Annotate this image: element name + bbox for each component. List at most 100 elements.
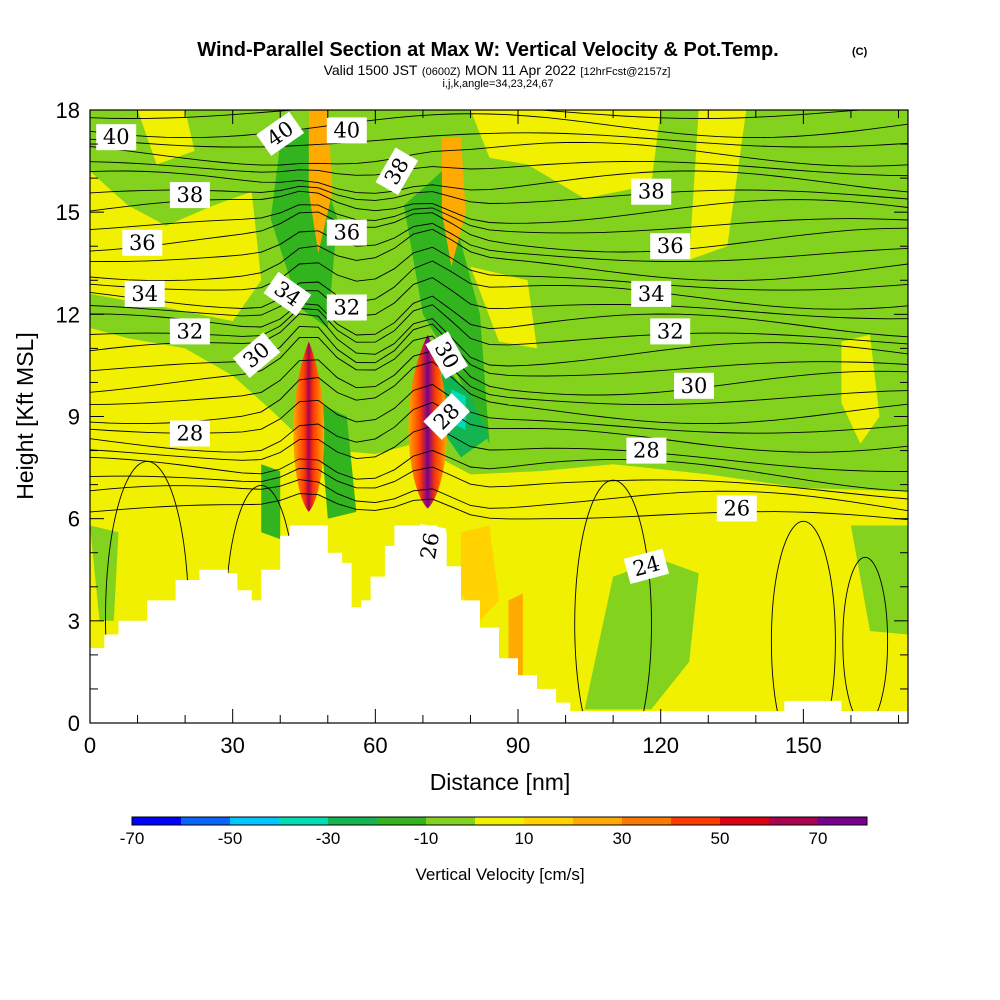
- contour-label-text: 32: [333, 296, 360, 320]
- theta-contour: [90, 228, 908, 282]
- theta-contour: [90, 383, 908, 434]
- colorbar-swatch: [573, 817, 623, 825]
- contour-label-bg: [423, 393, 471, 440]
- contour-label-bg: [326, 219, 367, 246]
- colorbar-swatch: [622, 817, 672, 825]
- y-tick-label: 18: [56, 98, 80, 123]
- x-tick-label: 0: [84, 733, 96, 758]
- x-tick-label: 120: [642, 733, 679, 758]
- contour-label: 38: [169, 182, 210, 209]
- x-axis: 0 30 60 90 120 150: [84, 110, 899, 758]
- contour-label: 34: [124, 280, 165, 307]
- theta-contour: [90, 93, 908, 109]
- colorbar-swatch: [475, 817, 525, 825]
- contour-label-bg: [326, 117, 367, 144]
- theta-contour: [90, 141, 908, 167]
- colorbar-label: Vertical Velocity [cm/s]: [415, 865, 584, 884]
- fill-region: [470, 110, 661, 199]
- colorbar-swatch: [279, 817, 329, 825]
- contour-label-text: 36: [657, 234, 684, 258]
- colorbar-tick-label: -10: [414, 829, 439, 848]
- x-tick-label: 60: [363, 733, 387, 758]
- contour-label-text: 38: [638, 180, 665, 204]
- fill-region: [441, 137, 466, 267]
- contour-label-bg: [650, 318, 691, 345]
- x-tick-label: 150: [785, 733, 822, 758]
- contour-label: 40: [326, 117, 367, 144]
- contour-label-text: 40: [333, 118, 360, 142]
- theta-contour: [90, 323, 908, 377]
- colorbar-swatch: [426, 817, 476, 825]
- contour-label: 32: [326, 294, 367, 321]
- fill-region: [850, 525, 908, 635]
- contour-label-bg: [96, 124, 137, 151]
- contour-label-bg: [623, 548, 670, 585]
- y-tick-label: 9: [68, 405, 80, 430]
- theta-contour: [90, 113, 908, 139]
- colorbar-frame: [131, 816, 868, 826]
- theta-contour: [770, 520, 836, 723]
- chart-title-mark: (C): [852, 46, 868, 58]
- theta-contour: [90, 313, 908, 367]
- contour-label: 28: [169, 420, 210, 447]
- theta-contour: [90, 132, 908, 148]
- theta-contour: [90, 190, 908, 224]
- contour-label-bg: [124, 280, 165, 307]
- y-axis-label: Height [Kft MSL]: [12, 332, 38, 499]
- contour-label-bg: [169, 318, 210, 345]
- theta-contour: [90, 425, 908, 472]
- colorbar-tick-label: 10: [515, 829, 534, 848]
- colorbar-swatch: [671, 817, 721, 825]
- contour-label: 28: [423, 393, 471, 440]
- contour-label-text: 28: [633, 439, 660, 463]
- contour-label-text: 38: [177, 183, 204, 207]
- contour-label: 26: [716, 495, 757, 522]
- theta-contour: [90, 449, 908, 492]
- contour-label: 36: [326, 219, 367, 246]
- y-tick-label: 15: [56, 200, 80, 225]
- contour-label-text: 30: [681, 374, 708, 398]
- colorbar-swatch: [769, 817, 819, 825]
- colorbar-swatch: [132, 817, 182, 825]
- theta-contour: [90, 277, 908, 320]
- colorbar-swatch: [181, 817, 231, 825]
- theta-contours: [90, 93, 908, 723]
- contour-label-text: 26: [723, 497, 750, 521]
- contour-label: 40: [96, 124, 137, 151]
- colorbar-tick-label: -50: [218, 829, 243, 848]
- colorbar-swatch: [524, 817, 574, 825]
- y-tick-label: 3: [68, 609, 80, 634]
- x-tick-label: 30: [220, 733, 244, 758]
- fill-region: [584, 559, 699, 710]
- chart-title: Wind-Parallel Section at Max W: Vertical…: [197, 39, 778, 61]
- contour-label: 32: [650, 318, 691, 345]
- colorbar-swatch: [377, 817, 427, 825]
- contour-label-text: 36: [333, 221, 360, 245]
- contour-label-text: 36: [129, 231, 156, 255]
- contour-label: 36: [650, 233, 691, 260]
- theta-contour: [90, 466, 908, 500]
- contour-label-text: 34: [638, 282, 665, 306]
- terrain: [90, 525, 908, 723]
- contour-label-bg: [169, 182, 210, 209]
- contour-label: 36: [122, 229, 163, 256]
- fill-region: [308, 110, 333, 253]
- colorbar-tick-label: 30: [613, 829, 632, 848]
- theta-contour: [574, 479, 652, 723]
- contour-label-bg: [631, 178, 672, 205]
- theta-contour: [90, 222, 908, 262]
- contour-label-bg: [326, 294, 367, 321]
- chart-indices: i,j,k,angle=34,23,24,67: [442, 78, 553, 90]
- chart-subtitle: Valid 1500 JST (0600Z) MON 11 Apr 2022 […: [324, 62, 671, 79]
- contour-label-bg: [263, 271, 312, 317]
- contour-label: 24: [623, 548, 670, 585]
- theta-contour: [90, 350, 908, 406]
- fill-region: [461, 525, 499, 621]
- colorbar-swatch: [720, 817, 770, 825]
- theta-contour: [90, 479, 908, 512]
- fill-region: [689, 110, 747, 260]
